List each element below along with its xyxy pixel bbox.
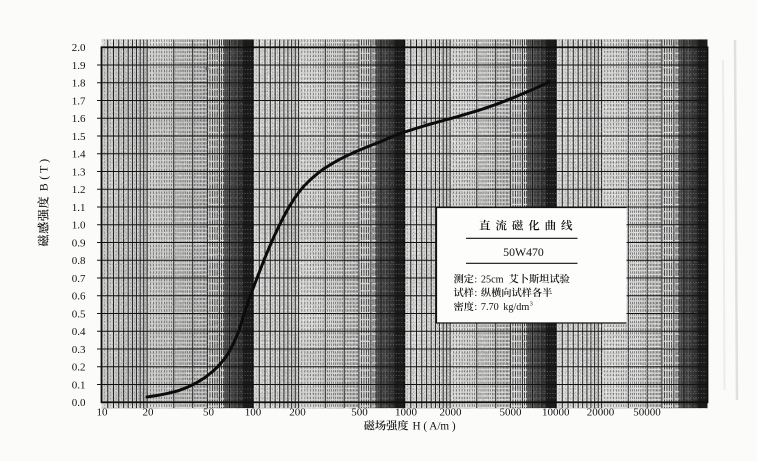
svg-text:10: 10	[97, 407, 109, 419]
svg-text:0.2: 0.2	[72, 362, 86, 374]
svg-text:0.7: 0.7	[72, 273, 86, 285]
svg-text:1000: 1000	[395, 407, 418, 419]
svg-text:1.4: 1.4	[72, 149, 86, 161]
svg-text:500: 500	[351, 407, 368, 419]
svg-text:25cm: 25cm	[481, 275, 504, 286]
svg-text:0.3: 0.3	[72, 344, 86, 356]
svg-text:2000: 2000	[440, 407, 463, 419]
svg-text:1.9: 1.9	[72, 60, 86, 72]
svg-text:1.0: 1.0	[72, 220, 86, 232]
svg-text:20: 20	[143, 407, 155, 419]
svg-text:0.6: 0.6	[72, 291, 86, 303]
svg-text:0.1: 0.1	[72, 379, 86, 391]
svg-text:0.8: 0.8	[72, 255, 86, 267]
svg-text:H ( A/m ): H ( A/m )	[412, 421, 455, 433]
svg-text:( T ): ( T )	[37, 159, 51, 180]
svg-text:50W470: 50W470	[503, 245, 544, 259]
svg-text:0.5: 0.5	[72, 308, 86, 320]
svg-text:100: 100	[245, 407, 262, 419]
svg-text:1.8: 1.8	[72, 78, 86, 90]
svg-text:1.1: 1.1	[72, 202, 86, 214]
svg-text:0.9: 0.9	[72, 237, 86, 249]
svg-text:200: 200	[289, 407, 306, 419]
svg-text:B: B	[37, 183, 51, 191]
svg-text:0.0: 0.0	[72, 397, 86, 409]
svg-text:5000: 5000	[500, 407, 523, 419]
svg-text:kg/dm: kg/dm	[503, 302, 529, 313]
svg-text:1.2: 1.2	[72, 184, 86, 196]
svg-text:20000: 20000	[587, 407, 615, 419]
svg-text:1.6: 1.6	[72, 113, 86, 125]
svg-text:50000: 50000	[633, 407, 661, 419]
svg-text:10000: 10000	[542, 407, 570, 419]
svg-text:1.3: 1.3	[72, 166, 86, 178]
svg-text:0.4: 0.4	[72, 326, 86, 338]
svg-text:7.70: 7.70	[481, 302, 499, 313]
svg-text:1.5: 1.5	[72, 131, 86, 143]
svg-text:3: 3	[530, 301, 533, 308]
svg-text:1.7: 1.7	[72, 95, 86, 107]
svg-text:2.0: 2.0	[72, 42, 86, 54]
svg-text::: :	[474, 288, 477, 299]
svg-text::: :	[474, 275, 477, 286]
svg-text:50: 50	[203, 407, 215, 419]
svg-text::: :	[474, 302, 477, 313]
